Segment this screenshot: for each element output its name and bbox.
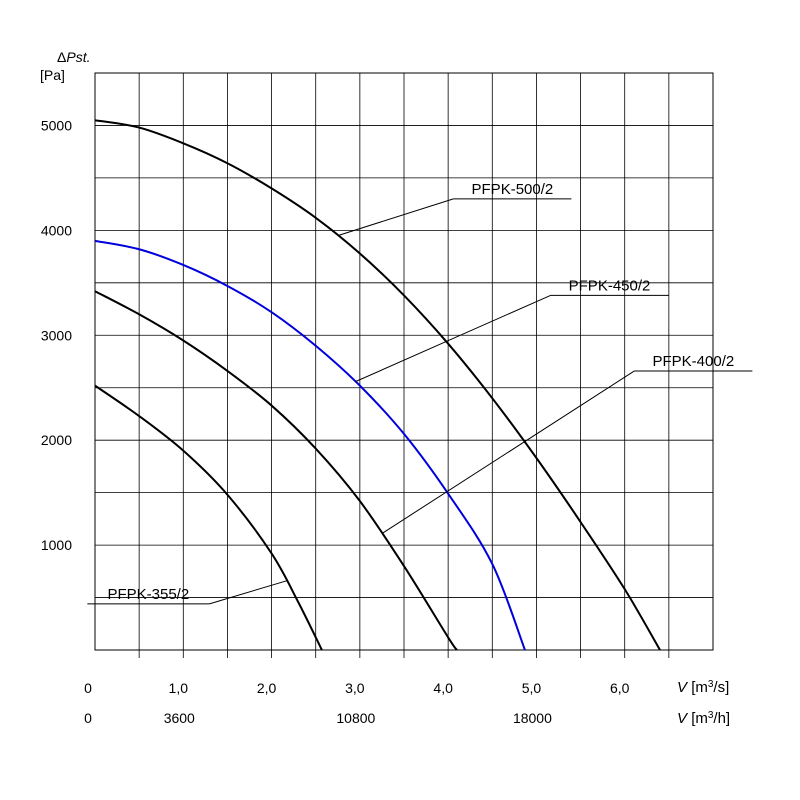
annotation-leader bbox=[355, 294, 551, 383]
plot-frame bbox=[94, 72, 714, 651]
y-axis-unit: [Pa] bbox=[40, 67, 65, 83]
grid bbox=[95, 73, 713, 658]
x-tick-label-flow: 2,0 bbox=[257, 680, 277, 696]
series-line-pfpk-400-2 bbox=[94, 290, 458, 651]
x-axis-label-hour: V [m3/h] bbox=[677, 710, 730, 728]
y-tick-label: 1000 bbox=[41, 537, 72, 553]
series-label-pfpk-355-2: PFPK-355/2 bbox=[107, 586, 189, 603]
annotation-leader bbox=[337, 198, 454, 237]
y-tick-label: 4000 bbox=[41, 222, 72, 238]
annotation-leaders bbox=[87, 198, 753, 605]
x-tick-label-flow: 3,0 bbox=[345, 680, 365, 696]
series-line-pfpk-500-2 bbox=[94, 119, 661, 651]
x-tick-label-flow: 1,0 bbox=[169, 680, 189, 696]
y-axis-label: ΔPst. bbox=[57, 49, 90, 65]
annotation-leader bbox=[209, 580, 287, 605]
y-tick-label: 2000 bbox=[41, 432, 72, 448]
x-tick-label-flow: 0 bbox=[84, 680, 92, 696]
annotation-leader bbox=[381, 370, 635, 534]
x-tick-label-hour: 18000 bbox=[513, 710, 552, 726]
y-tick-label: 5000 bbox=[41, 117, 72, 133]
x-tick-label-flow: 6,0 bbox=[610, 680, 630, 696]
x-tick-label-hour: 10800 bbox=[336, 710, 375, 726]
curves bbox=[94, 119, 661, 651]
series-label-pfpk-500-2: PFPK-500/2 bbox=[472, 181, 554, 198]
x-tick-label-flow: 4,0 bbox=[433, 680, 453, 696]
labels: ΔPst. [Pa] 1000 2000 3000 4000 5000 0 1,0 2,0 3,… bbox=[40, 49, 734, 727]
series-line-pfpk-450-2 bbox=[94, 239, 526, 651]
x-tick-label-hour: 0 bbox=[84, 710, 92, 726]
y-axis-label-text: Pst. bbox=[66, 49, 90, 65]
series-line-pfpk-355-2 bbox=[94, 384, 323, 651]
x-tick-label-hour: 3600 bbox=[164, 710, 195, 726]
series-label-pfpk-400-2: PFPK-400/2 bbox=[653, 353, 735, 370]
x-axis-label-flow: V [m3/s] bbox=[677, 679, 729, 697]
x-tick-label-flow: 5,0 bbox=[522, 680, 542, 696]
y-tick-label: 3000 bbox=[41, 327, 72, 343]
series-label-pfpk-450-2: PFPK-450/2 bbox=[569, 277, 651, 294]
